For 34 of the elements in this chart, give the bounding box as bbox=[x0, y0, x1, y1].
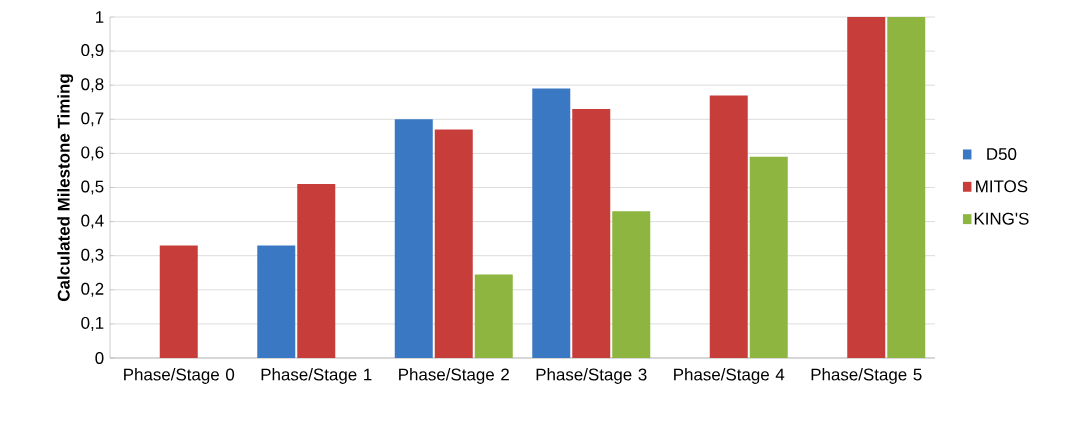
bar bbox=[159, 245, 198, 358]
x-tick-label: Phase/Stage 2 bbox=[399, 368, 509, 384]
y-tick-label: 0,6 bbox=[81, 146, 104, 161]
bar bbox=[749, 156, 788, 358]
bar bbox=[474, 274, 513, 358]
x-tick-label: Phase/Stage 0 bbox=[124, 368, 235, 384]
bar bbox=[532, 88, 571, 358]
y-tick-label: 0,7 bbox=[81, 112, 104, 127]
y-tick-label: 0,3 bbox=[81, 248, 104, 263]
y-tick-label: 0 bbox=[95, 352, 104, 364]
x-tick-label: Phase/Stage 5 bbox=[811, 368, 922, 384]
bar bbox=[709, 95, 748, 358]
x-tick-label: Phase/Stage 4 bbox=[674, 368, 785, 384]
y-tick-label: 0,5 bbox=[81, 180, 104, 195]
y-tick-label: 0,1 bbox=[81, 316, 104, 331]
y-tick-label: 1 bbox=[96, 11, 104, 23]
y-tick-label: 0,8 bbox=[81, 78, 104, 93]
legend-label: MITOS bbox=[976, 180, 1028, 193]
y-tick-label: 0,4 bbox=[81, 214, 104, 229]
bar bbox=[847, 17, 886, 358]
y-tick-label: 0,2 bbox=[81, 282, 104, 297]
y-tick-label: 0,9 bbox=[81, 44, 104, 59]
bar bbox=[394, 119, 433, 358]
y-axis-title: Calculated Milestone Timing bbox=[57, 74, 74, 301]
bar bbox=[612, 211, 651, 358]
bar bbox=[434, 129, 473, 358]
x-tick-label: Phase/Stage 1 bbox=[261, 368, 372, 384]
bar bbox=[887, 17, 926, 358]
legend-label: D50 bbox=[987, 147, 1017, 160]
legend-label: KING'S bbox=[974, 212, 1029, 225]
bar bbox=[572, 109, 611, 358]
bar bbox=[297, 184, 336, 358]
x-tick-label: Phase/Stage 3 bbox=[536, 368, 647, 384]
bar bbox=[257, 245, 296, 358]
